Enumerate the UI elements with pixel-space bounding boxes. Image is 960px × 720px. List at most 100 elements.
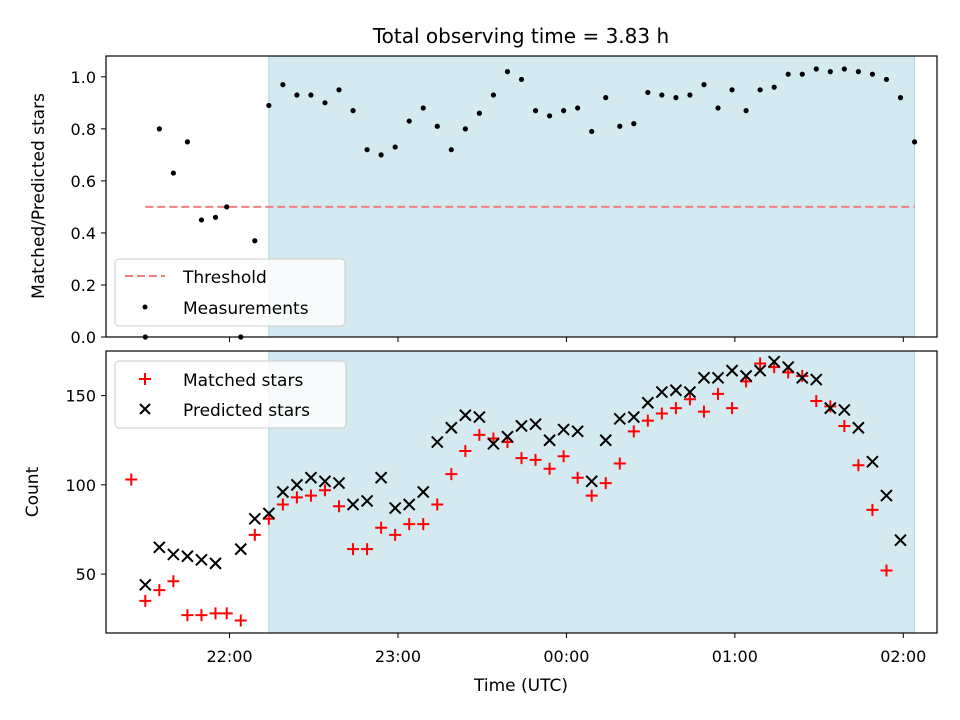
measurement-point (532, 108, 539, 114)
matched-star-point (304, 489, 317, 502)
predicted-star-point (796, 371, 809, 384)
predicted-star-point (529, 417, 542, 431)
predicted-star-point (669, 384, 683, 397)
measurement-point (224, 204, 230, 210)
top-y-tick-label: 0.6 (71, 172, 96, 191)
matched-star-point (712, 387, 725, 400)
matched-star-point (220, 607, 233, 620)
measurement-point (855, 69, 861, 75)
predicted-star-point (388, 501, 402, 515)
measurement-point (799, 71, 805, 77)
top-y-tick-label: 0.4 (71, 224, 96, 243)
bottom-legend: Matched stars Predicted stars (114, 360, 347, 429)
predicted-star-point (838, 403, 851, 417)
measurement-point (212, 214, 219, 220)
measurement-point (589, 128, 595, 135)
predicted-stars-legend-swatch (139, 403, 151, 415)
matched-star-point (389, 528, 402, 541)
predicted-star-point (697, 371, 711, 384)
predicted-star-point (613, 412, 626, 426)
matched-star-point (838, 419, 851, 432)
measurement-point (673, 95, 679, 101)
predicted-star-point (753, 364, 767, 377)
predicted-star-point (781, 360, 795, 374)
measurement-point (462, 126, 468, 132)
predicted-star-point (248, 512, 262, 525)
x-tick-label: 02:00 (880, 647, 926, 666)
matched-star-point (248, 528, 261, 541)
matched-star-point (627, 425, 640, 438)
matched-star-point (459, 444, 472, 457)
matched-star-point (585, 489, 598, 502)
measurement-point (504, 69, 511, 75)
predicted-star-point (557, 423, 570, 436)
matched-star-point (726, 402, 739, 415)
bottom-y-axis-label: Count (23, 466, 43, 517)
predicted-star-point (683, 385, 697, 399)
predicted-star-point (767, 355, 781, 368)
measurement-point (156, 126, 162, 132)
measurement-point (420, 105, 426, 111)
top-y-tick-label: 0.0 (71, 328, 96, 347)
matched-star-point (613, 457, 626, 470)
top-legend: Threshold Measurements (114, 258, 346, 327)
matched-star-point (824, 400, 837, 413)
measurement-point (743, 108, 749, 114)
predicted-star-point (641, 396, 655, 409)
measurement-point (575, 105, 581, 111)
matched-star-point (181, 609, 194, 622)
matched-star-point (290, 491, 303, 504)
bottom-y-tick-label: 150 (65, 387, 96, 406)
predicted-star-point (209, 557, 222, 570)
predicted-star-point (543, 434, 556, 447)
measurement-point (617, 123, 623, 129)
predicted-star-point (473, 410, 486, 424)
predicted-star-point (304, 471, 318, 484)
predicted-stars-legend-label: Predicted stars (183, 401, 310, 421)
measurements-legend-label: Measurements (183, 299, 309, 319)
predicted-star-point (711, 371, 725, 384)
matched-star-point (866, 503, 879, 516)
predicted-star-point (195, 553, 208, 567)
measurement-point (198, 217, 205, 223)
predicted-star-point (417, 485, 430, 499)
top-y-axis-label: Matched/Predicted stars (29, 93, 49, 299)
predicted-star-point (501, 430, 514, 443)
measurement-point (827, 69, 833, 75)
predicted-star-point (739, 369, 753, 383)
predicted-star-point (655, 385, 669, 399)
matched-star-point (209, 607, 222, 620)
matched-star-point (125, 473, 138, 486)
predicted-star-point (627, 410, 641, 424)
measurement-point (406, 118, 412, 124)
measurement-point (911, 139, 918, 145)
bottom-panel: 50 100 150 22:00 23:00 00:00 01:00 02:00 (65, 350, 938, 666)
predicted-star-point (487, 437, 500, 451)
matched-star-point (852, 459, 865, 472)
measurements-legend-swatch (142, 304, 148, 310)
matched-star-point (655, 407, 668, 420)
predicted-star-point (725, 364, 739, 377)
predicted-star-point (852, 421, 865, 434)
matched-star-point (754, 357, 767, 370)
measurement-point (701, 82, 707, 88)
matched-star-point (697, 405, 710, 418)
measurement-point (170, 170, 176, 176)
top-legend-box (114, 258, 346, 327)
predicted-star-point (290, 478, 304, 492)
predicted-star-point (139, 578, 152, 592)
measurement-point (364, 147, 370, 153)
matched-stars-legend-swatch (139, 373, 151, 385)
measurement-point (603, 95, 609, 101)
matched-star-point (375, 521, 388, 534)
x-tick-label: 22:00 (206, 647, 252, 666)
measurement-point (350, 108, 356, 114)
matched-star-point (417, 518, 430, 531)
x-tick-label: 00:00 (543, 647, 589, 666)
measurement-point (561, 108, 567, 114)
matched-star-point (557, 450, 570, 463)
matched-star-point (361, 543, 374, 556)
predicted-star-point (585, 475, 598, 488)
measurement-point (378, 152, 384, 158)
